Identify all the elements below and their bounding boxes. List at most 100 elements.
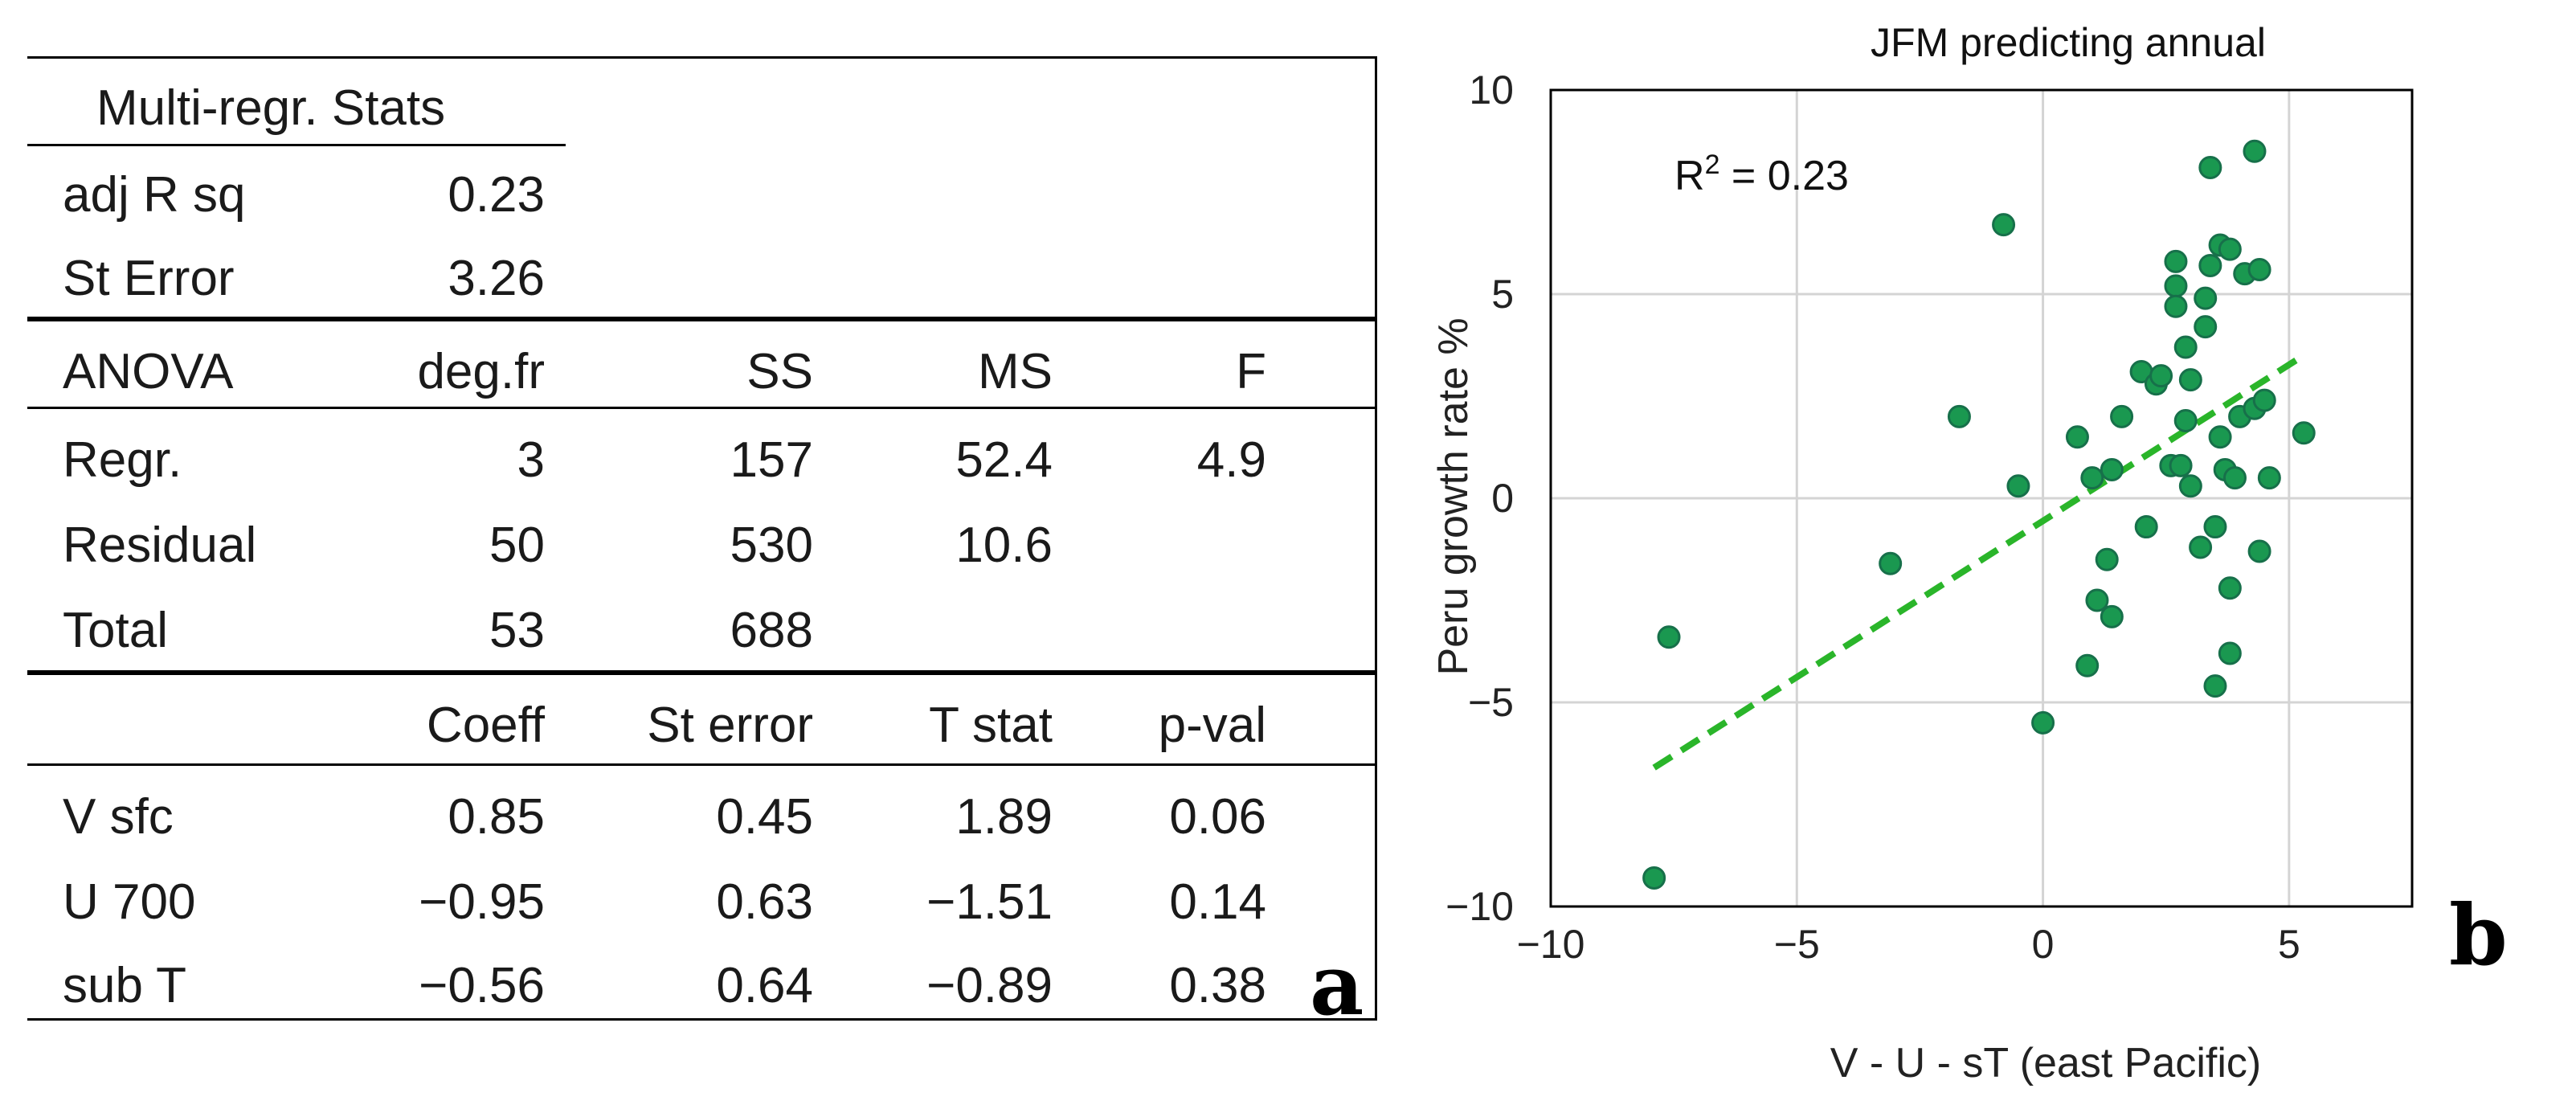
- data-point: [2178, 474, 2202, 498]
- stats-header: Multi-regr. Stats: [96, 80, 446, 136]
- coef-row-label: sub T: [63, 958, 186, 1013]
- data-point: [1992, 213, 2016, 237]
- data-point: [2247, 539, 2271, 563]
- coef-row-t: −0.89: [926, 958, 1053, 1013]
- data-point: [2075, 653, 2100, 677]
- anova-row-df: 50: [489, 518, 545, 573]
- data-point: [1947, 404, 1971, 428]
- anova-row-ss: 530: [730, 518, 813, 573]
- coef-header-st-error: St error: [647, 698, 813, 753]
- coef-row-t: 1.89: [955, 789, 1053, 845]
- stats-label-st-error: St Error: [63, 251, 235, 306]
- data-point: [2095, 547, 2119, 571]
- data-point: [2164, 294, 2188, 318]
- anova-row-ms: 52.4: [955, 432, 1053, 488]
- anova-row-label: Residual: [63, 518, 257, 573]
- anova-header-df: deg.fr: [417, 344, 545, 399]
- chart-title: JFM predicting annual: [1871, 20, 2266, 65]
- r-squared-value: = 0.23: [1719, 153, 1848, 199]
- coef-row-label: V sfc: [63, 789, 174, 845]
- data-point: [2189, 535, 2213, 559]
- anova-row-df: 53: [489, 603, 545, 658]
- coef-row-coeff: −0.56: [419, 958, 545, 1013]
- y-tick-label: 5: [1491, 272, 1514, 317]
- coef-header-underline: [27, 763, 1377, 766]
- scatter-panel: JFM predicting annual −10 −5 0 5 −10 −5 0 5 10 R…: [1398, 0, 2576, 1109]
- data-point: [2110, 404, 2134, 428]
- coef-row-p: 0.38: [1169, 958, 1266, 1013]
- anova-row-df: 3: [517, 432, 545, 488]
- y-tick-label: 10: [1469, 68, 1514, 113]
- data-point: [2203, 674, 2227, 698]
- x-axis-label: V - U - sT (east Pacific): [1830, 1040, 2261, 1086]
- data-point: [2194, 315, 2218, 339]
- x-tick-label: −5: [1774, 922, 1820, 967]
- data-point: [2169, 453, 2193, 477]
- r-squared-superscript: 2: [1705, 149, 1720, 180]
- data-point: [2252, 388, 2276, 412]
- data-point: [2292, 421, 2316, 445]
- coef-row-se: 0.64: [716, 958, 813, 1013]
- stats-header-underline: [27, 144, 566, 146]
- data-point: [2164, 274, 2188, 298]
- data-point: [2198, 156, 2222, 180]
- data-point: [2173, 335, 2198, 359]
- data-point: [2203, 515, 2227, 539]
- data-point: [1879, 551, 1903, 575]
- anova-header-ss: SS: [746, 344, 813, 399]
- data-point: [1657, 625, 1681, 649]
- data-point: [2218, 576, 2242, 600]
- data-points: [1642, 139, 2316, 890]
- data-point: [2208, 425, 2232, 449]
- anova-row-ms: 10.6: [955, 518, 1053, 573]
- r-squared-base: R: [1674, 153, 1705, 199]
- x-tick-label: −10: [1517, 922, 1585, 967]
- data-point: [2031, 710, 2055, 735]
- data-point: [2085, 588, 2109, 612]
- table-top-border: [27, 56, 1377, 59]
- section-divider-coef: [27, 670, 1377, 675]
- anova-header-f: F: [1236, 344, 1266, 399]
- coef-row-coeff: 0.85: [448, 789, 545, 845]
- data-point: [2100, 604, 2124, 628]
- data-point: [2218, 237, 2242, 261]
- coef-header-coeff: Coeff: [426, 698, 545, 753]
- y-tick-label: −5: [1468, 680, 1514, 725]
- data-point: [2100, 457, 2124, 481]
- anova-row-label: Regr.: [63, 432, 182, 488]
- anova-row-label: Total: [63, 603, 168, 658]
- anova-row-f: 4.9: [1196, 432, 1266, 488]
- trend-line: [1652, 352, 2306, 771]
- anova-header-ms: MS: [978, 344, 1053, 399]
- data-point: [2194, 286, 2218, 310]
- data-point: [1642, 866, 1666, 890]
- data-point: [2065, 425, 2089, 449]
- data-point: [2243, 139, 2267, 163]
- axis-ticks: −10 −5 0 5 −10 −5 0 5 10: [1445, 68, 2300, 967]
- coef-row-p: 0.06: [1169, 789, 1266, 845]
- data-point: [2247, 258, 2271, 282]
- data-point: [2173, 408, 2198, 432]
- coef-row-coeff: −0.95: [419, 874, 545, 930]
- table-right-border: [1375, 56, 1377, 1021]
- x-tick-label: 0: [2032, 922, 2055, 967]
- plot-frame: [1549, 88, 2414, 908]
- table-bottom-border: [27, 1018, 1377, 1021]
- anova-header-label: ANOVA: [63, 344, 234, 399]
- data-point: [2222, 466, 2247, 490]
- anova-row-ss: 688: [730, 603, 813, 658]
- data-point: [2149, 364, 2173, 388]
- coef-header-t-stat: T stat: [929, 698, 1053, 753]
- data-point: [2006, 474, 2030, 498]
- panel-label-b: b: [2449, 886, 2508, 984]
- coef-row-t: −1.51: [926, 874, 1053, 930]
- coef-row-p: 0.14: [1169, 874, 1266, 930]
- scatter-chart: JFM predicting annual −10 −5 0 5 −10 −5 0 5 10 R…: [1430, 20, 2414, 1086]
- panel-label-a: a: [1310, 935, 1364, 1034]
- coef-row-se: 0.63: [716, 874, 813, 930]
- grid-lines: [1549, 88, 2412, 908]
- data-point: [2134, 515, 2158, 539]
- data-point: [2257, 466, 2281, 490]
- data-point: [2080, 466, 2104, 490]
- data-point: [2178, 368, 2202, 392]
